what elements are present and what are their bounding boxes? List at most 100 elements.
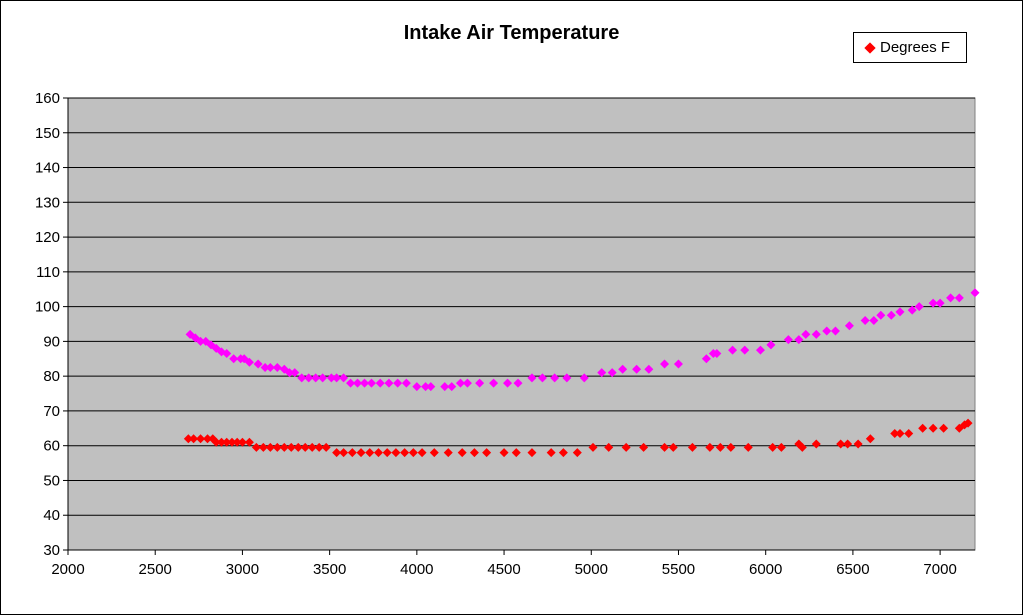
data-point-series-0 — [811, 439, 821, 449]
data-point-series-1 — [562, 373, 572, 383]
y-tick-label: 90 — [43, 333, 60, 350]
data-point-series-0 — [588, 442, 598, 452]
x-tick-label: 3500 — [313, 561, 346, 578]
data-point-series-1 — [728, 345, 738, 355]
data-point-series-0 — [843, 439, 853, 449]
data-point-series-1 — [421, 382, 431, 392]
data-point-series-1 — [455, 378, 465, 388]
data-point-series-0 — [511, 448, 521, 458]
data-point-series-1 — [339, 373, 349, 383]
data-point-series-0 — [203, 434, 213, 444]
data-point-series-1 — [907, 305, 917, 315]
data-point-series-1 — [928, 298, 938, 308]
data-point-series-0 — [400, 448, 410, 458]
data-point-series-1 — [426, 382, 436, 392]
data-point-series-0 — [904, 429, 914, 439]
data-point-series-0 — [527, 448, 537, 458]
data-point-series-0 — [429, 448, 439, 458]
chart-title: Intake Air Temperature — [403, 22, 620, 44]
data-point-series-1 — [297, 373, 307, 383]
data-point-series-0 — [768, 442, 778, 452]
data-point-series-0 — [797, 442, 807, 452]
x-tick-label: 7000 — [923, 561, 956, 578]
data-point-series-0 — [895, 429, 905, 439]
data-point-series-1 — [318, 373, 328, 383]
data-point-series-0 — [604, 442, 614, 452]
data-point-series-0 — [726, 442, 736, 452]
x-tick-label: 4000 — [400, 561, 433, 578]
y-tick-label: 70 — [43, 403, 60, 420]
data-point-series-1 — [290, 368, 300, 378]
data-point-series-0 — [258, 442, 268, 452]
data-point-series-0 — [443, 448, 453, 458]
data-point-series-1 — [244, 357, 254, 367]
data-point-series-1 — [701, 354, 711, 364]
data-point-series-0 — [300, 442, 310, 452]
data-point-series-1 — [830, 326, 840, 336]
data-point-series-0 — [339, 448, 349, 458]
data-point-series-1 — [914, 302, 924, 312]
data-point-series-1 — [579, 373, 589, 383]
data-point-series-0 — [639, 442, 649, 452]
y-tick-label: 140 — [35, 160, 60, 177]
data-point-series-0 — [183, 434, 193, 444]
data-point-series-0 — [347, 448, 357, 458]
data-point-series-1 — [632, 364, 642, 374]
data-point-series-1 — [196, 336, 206, 346]
data-point-series-1 — [607, 368, 617, 378]
data-point-series-0 — [286, 442, 296, 452]
data-point-series-0 — [232, 437, 242, 447]
data-point-series-0 — [572, 448, 582, 458]
plot-area — [67, 97, 976, 551]
data-point-series-0 — [216, 437, 226, 447]
data-point-series-1 — [265, 362, 275, 372]
data-point-series-1 — [412, 382, 422, 392]
data-point-series-1 — [618, 364, 628, 374]
y-tick-label: 160 — [35, 90, 60, 107]
data-point-series-0 — [743, 442, 753, 452]
data-point-series-1 — [272, 362, 282, 372]
data-point-series-0 — [836, 439, 846, 449]
data-point-series-0 — [222, 437, 232, 447]
data-point-series-0 — [189, 434, 199, 444]
y-tick-label: 110 — [36, 264, 60, 281]
data-point-series-0 — [307, 442, 317, 452]
y-tick-label: 40 — [43, 507, 60, 524]
data-point-series-1 — [755, 345, 765, 355]
data-point-series-1 — [844, 321, 854, 331]
data-point-series-1 — [353, 378, 363, 388]
y-tick-label: 60 — [43, 438, 60, 455]
data-point-series-0 — [469, 448, 479, 458]
data-point-series-1 — [860, 316, 870, 326]
data-point-series-0 — [715, 442, 725, 452]
data-point-series-0 — [196, 434, 206, 444]
data-point-series-0 — [314, 442, 324, 452]
data-point-series-1 — [970, 288, 980, 298]
data-point-series-1 — [311, 373, 321, 383]
data-point-series-0 — [853, 439, 863, 449]
x-tick-label: 6000 — [749, 561, 782, 578]
data-point-series-1 — [954, 293, 964, 303]
data-point-series-1 — [440, 382, 450, 392]
legend-marker-degrees-f — [864, 42, 876, 54]
data-point-series-0 — [272, 442, 282, 452]
data-point-series-1 — [326, 373, 336, 383]
data-point-series-1 — [475, 378, 485, 388]
data-point-series-1 — [644, 364, 654, 374]
data-point-series-0 — [928, 423, 938, 433]
data-point-series-1 — [375, 378, 385, 388]
y-tick-label: 120 — [35, 229, 60, 246]
data-point-series-1 — [527, 373, 537, 383]
data-point-series-0 — [251, 442, 261, 452]
data-point-series-1 — [462, 378, 472, 388]
data-point-series-1 — [660, 359, 670, 369]
data-point-series-0 — [963, 418, 973, 428]
data-point-series-0 — [373, 448, 383, 458]
data-point-series-0 — [293, 442, 303, 452]
data-point-series-0 — [365, 448, 375, 458]
data-point-series-1 — [222, 349, 232, 359]
data-point-series-1 — [447, 382, 457, 392]
data-point-series-1 — [869, 316, 879, 326]
data-point-series-1 — [946, 293, 956, 303]
x-tick-label: 2500 — [139, 561, 172, 578]
